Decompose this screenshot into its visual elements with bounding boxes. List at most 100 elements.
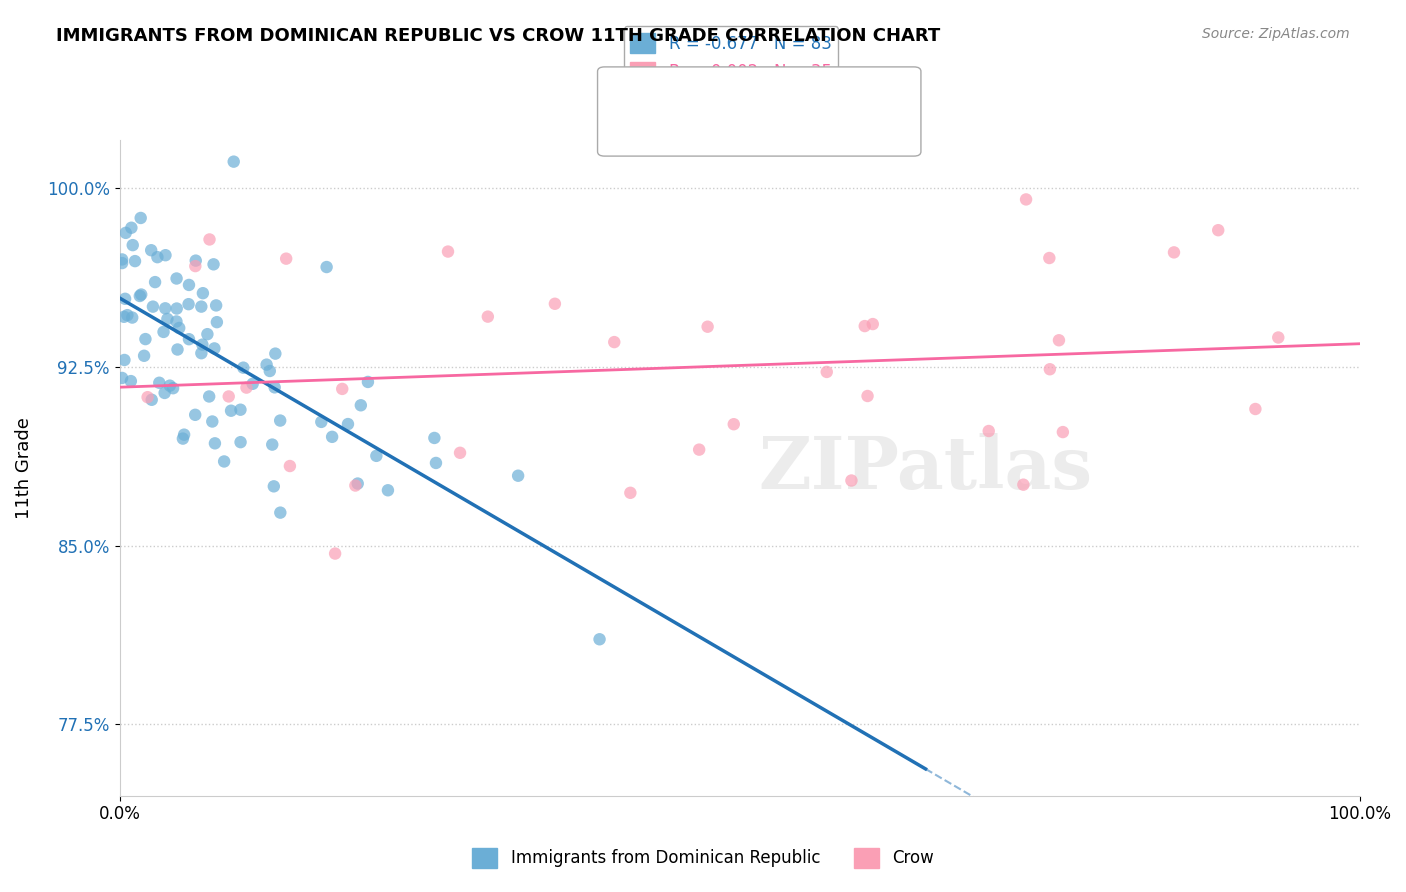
- Point: [1038, 251, 1060, 265]
- Point: [166, 271, 188, 285]
- Point: [815, 365, 838, 379]
- Point: [323, 547, 346, 561]
- Point: [423, 431, 446, 445]
- Point: [112, 353, 135, 368]
- Point: [259, 364, 281, 378]
- Point: [128, 289, 150, 303]
- Point: [1206, 223, 1229, 237]
- Point: [167, 321, 190, 335]
- Point: [477, 310, 499, 324]
- Point: [1047, 333, 1070, 347]
- Point: [124, 254, 146, 268]
- Point: [146, 250, 169, 264]
- Point: [111, 256, 134, 270]
- Point: [111, 252, 134, 267]
- Point: [508, 468, 530, 483]
- Point: [269, 506, 291, 520]
- Point: [141, 244, 163, 258]
- Point: [235, 381, 257, 395]
- Point: [190, 300, 212, 314]
- Point: [114, 292, 136, 306]
- Point: [204, 436, 226, 450]
- Point: [153, 386, 176, 401]
- Point: [117, 308, 139, 322]
- Point: [269, 413, 291, 427]
- Point: [262, 437, 284, 451]
- Point: [344, 478, 367, 492]
- Point: [977, 424, 1000, 438]
- Point: [377, 483, 399, 498]
- Point: [315, 260, 337, 274]
- Point: [191, 337, 214, 351]
- Point: [350, 398, 373, 412]
- Point: [256, 358, 278, 372]
- Point: [276, 252, 298, 266]
- Point: [190, 346, 212, 360]
- Point: [856, 389, 879, 403]
- Point: [336, 417, 359, 431]
- Point: [184, 253, 207, 268]
- Point: [155, 248, 177, 262]
- Point: [853, 319, 876, 334]
- Point: [205, 315, 228, 329]
- Point: [263, 479, 285, 493]
- Point: [229, 435, 252, 450]
- Point: [205, 298, 228, 312]
- Point: [218, 389, 240, 403]
- Point: [143, 275, 166, 289]
- Point: [311, 415, 333, 429]
- Point: [166, 301, 188, 316]
- Legend: R = -0.677   N = 83, R = -0.002   N = 35: R = -0.677 N = 83, R = -0.002 N = 35: [624, 26, 838, 88]
- Point: [120, 374, 142, 388]
- Point: [159, 378, 181, 392]
- Point: [201, 415, 224, 429]
- Point: [120, 220, 142, 235]
- Point: [152, 325, 174, 339]
- Point: [198, 232, 221, 246]
- Point: [172, 432, 194, 446]
- Point: [166, 343, 188, 357]
- Point: [121, 238, 143, 252]
- Point: [1052, 425, 1074, 439]
- Point: [177, 277, 200, 292]
- Point: [112, 310, 135, 324]
- Text: ZIPatlas: ZIPatlas: [758, 433, 1092, 504]
- Point: [723, 417, 745, 432]
- Point: [148, 376, 170, 390]
- Legend: Immigrants from Dominican Republic, Crow: Immigrants from Dominican Republic, Crow: [465, 841, 941, 875]
- Point: [177, 297, 200, 311]
- Point: [449, 446, 471, 460]
- Point: [219, 403, 242, 417]
- Point: [162, 381, 184, 395]
- Point: [232, 360, 254, 375]
- Point: [242, 376, 264, 391]
- Point: [696, 319, 718, 334]
- Point: [202, 257, 225, 271]
- Point: [173, 427, 195, 442]
- Point: [1244, 402, 1267, 417]
- Point: [330, 382, 353, 396]
- Point: [1039, 362, 1062, 376]
- Point: [425, 456, 447, 470]
- Point: [142, 300, 165, 314]
- Point: [1015, 193, 1038, 207]
- Point: [132, 349, 155, 363]
- Point: [202, 342, 225, 356]
- Point: [1012, 477, 1035, 491]
- Point: [121, 310, 143, 325]
- Y-axis label: 11th Grade: 11th Grade: [15, 417, 32, 519]
- Point: [184, 259, 207, 273]
- Point: [134, 332, 156, 346]
- Point: [129, 287, 152, 301]
- Point: [366, 449, 388, 463]
- Point: [184, 408, 207, 422]
- Point: [619, 485, 641, 500]
- Point: [155, 301, 177, 316]
- Point: [212, 454, 235, 468]
- Point: [197, 327, 219, 342]
- Point: [229, 402, 252, 417]
- Point: [1267, 330, 1289, 344]
- Point: [346, 476, 368, 491]
- Point: [198, 389, 221, 403]
- Point: [222, 154, 245, 169]
